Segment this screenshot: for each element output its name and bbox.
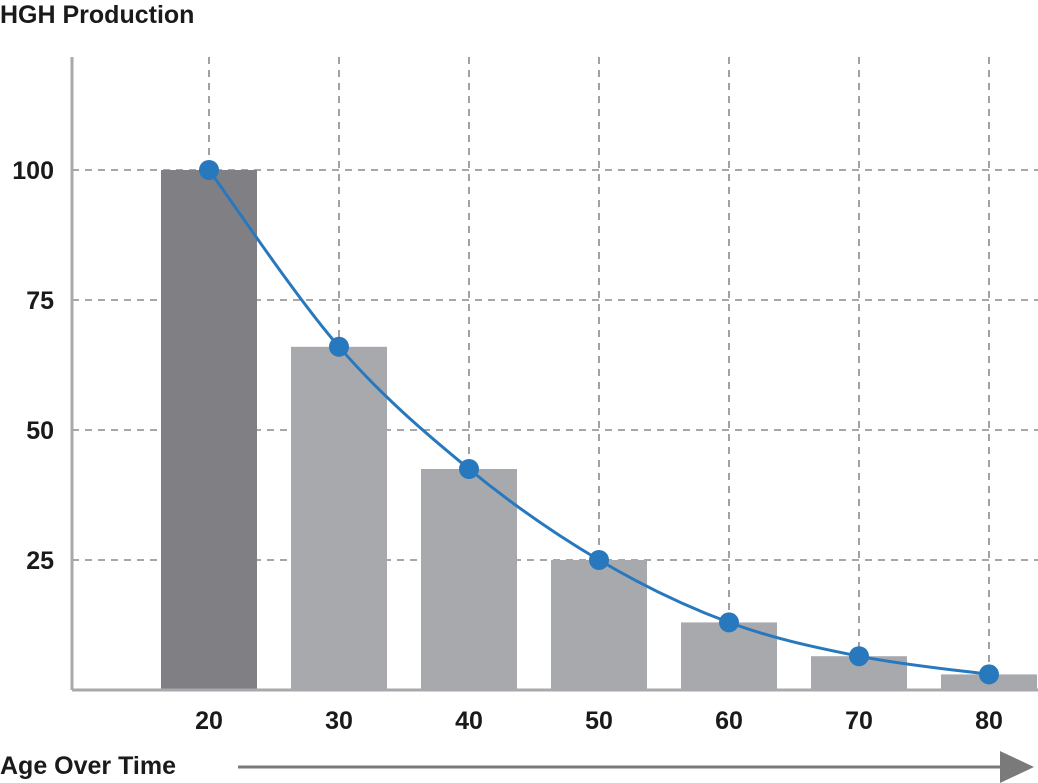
line-series <box>199 160 999 685</box>
point-20 <box>199 160 219 180</box>
x-tick-label-30: 30 <box>325 707 353 735</box>
point-70 <box>849 646 869 667</box>
point-80 <box>979 664 999 685</box>
x-tick-label-40: 40 <box>455 707 483 735</box>
x-tick-label-80: 80 <box>975 707 1003 735</box>
chart-title: HGH Production <box>0 1 194 29</box>
point-50 <box>589 550 609 570</box>
bar-20 <box>161 170 257 690</box>
y-tick-label-100: 100 <box>12 157 54 185</box>
x-tick-label-20: 20 <box>195 707 223 735</box>
y-tick-label-25: 25 <box>26 547 54 575</box>
point-40 <box>459 459 479 479</box>
y-tick-labels: 25 50 75 100 <box>12 157 54 575</box>
x-arrow-head <box>1000 751 1034 783</box>
x-tick-labels: 20 30 40 50 60 70 80 <box>195 707 1003 735</box>
x-tick-label-60: 60 <box>715 707 743 735</box>
bar-30 <box>291 346 387 690</box>
bar-50 <box>551 560 647 690</box>
x-tick-label-70: 70 <box>845 707 873 735</box>
bars <box>161 170 1037 690</box>
point-30 <box>329 336 349 357</box>
y-tick-label-75: 75 <box>26 287 54 315</box>
y-tick-label-50: 50 <box>26 417 54 445</box>
bar-40 <box>421 469 517 690</box>
point-60 <box>719 612 739 633</box>
x-tick-label-50: 50 <box>585 707 613 735</box>
x-axis-label: Age Over Time <box>0 752 176 780</box>
